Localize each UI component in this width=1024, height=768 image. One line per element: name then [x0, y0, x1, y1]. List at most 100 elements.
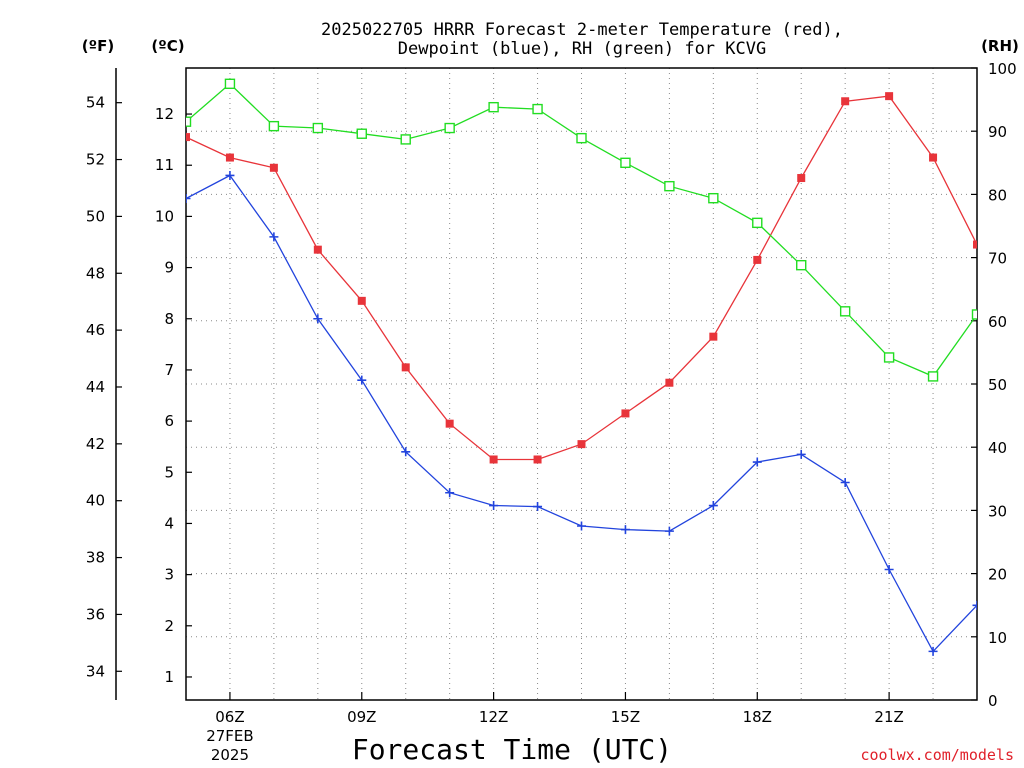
rh-point — [444, 122, 455, 134]
temperature-point — [841, 97, 850, 106]
dewpoint-point — [313, 314, 323, 324]
dewpoint-point — [840, 478, 850, 488]
rh-point — [620, 157, 631, 169]
rh-point — [576, 132, 587, 144]
dewpoint-point — [533, 502, 543, 512]
dewpoint-point — [401, 447, 411, 457]
x-tick-label: 09Z — [347, 708, 376, 726]
rh-series-line — [186, 82, 977, 378]
dewpoint-point — [884, 565, 894, 575]
temperature-point — [269, 163, 278, 172]
x-tick-label: 06Z — [215, 708, 244, 726]
dewpoint-point — [489, 501, 499, 511]
temperature-point — [225, 153, 234, 162]
dewpoint-point — [664, 526, 674, 536]
rh-point — [839, 306, 851, 317]
temperature-point — [709, 332, 718, 341]
temperature-point — [665, 378, 674, 387]
x-tick-date-label: 27FEB — [206, 727, 253, 745]
celsius-tick-label: 4 — [164, 514, 174, 532]
series-layer — [186, 78, 977, 656]
fahrenheit-tick-label: 40 — [86, 492, 105, 510]
dewpoint-point — [972, 600, 977, 610]
rh-point — [708, 192, 719, 204]
dewpoint-point — [577, 521, 586, 531]
dewpoint-point — [928, 646, 938, 656]
temperature-point — [797, 174, 806, 183]
rh-tick-label: 90 — [988, 123, 1007, 141]
rh-tick-label: 70 — [988, 250, 1007, 268]
dewpoint-point — [357, 375, 367, 385]
rh-tick-label: 30 — [988, 502, 1007, 520]
rh-point — [268, 120, 280, 132]
celsius-tick-label: 2 — [164, 617, 174, 635]
dewpoint-point — [445, 488, 455, 498]
rh-unit-label: (RH) — [981, 37, 1019, 55]
chart-title-line2: Dewpoint (blue), RH (green) for KCVG — [398, 39, 766, 59]
dewpoint-point — [796, 449, 806, 459]
temperature-point — [577, 440, 586, 449]
credit-text: coolwx.com/models — [860, 746, 1014, 764]
dewpoint-point — [225, 170, 235, 180]
rh-point — [312, 122, 324, 134]
fahrenheit-unit-label: (ºF) — [82, 37, 114, 55]
dewpoint-point — [186, 193, 191, 203]
celsius-unit-label: (ºC) — [151, 37, 184, 55]
fahrenheit-tick-label: 38 — [86, 549, 105, 567]
rh-point — [224, 78, 236, 90]
dewpoint-point — [620, 525, 630, 535]
celsius-tick-label: 5 — [164, 463, 174, 481]
temperature-point — [621, 409, 630, 418]
temperature-point — [313, 245, 322, 254]
x-tick-label: 12Z — [479, 708, 508, 726]
fahrenheit-tick-label: 44 — [86, 378, 105, 396]
temperature-point — [445, 419, 454, 428]
fahrenheit-tick-label: 52 — [86, 151, 105, 169]
celsius-tick-label: 7 — [164, 361, 174, 379]
rh-tick-label: 0 — [988, 692, 998, 710]
temperature-point — [186, 133, 190, 142]
rh-tick-label: 100 — [988, 60, 1017, 78]
temperature-series-line — [186, 95, 977, 461]
rh-point — [186, 116, 192, 127]
rh-point — [883, 352, 895, 363]
rh-tick-label: 80 — [988, 186, 1007, 204]
rh-tick-label: 40 — [988, 439, 1007, 457]
temperature-point — [357, 296, 366, 305]
temperature-point — [753, 255, 762, 264]
rh-tick-label: 60 — [988, 313, 1007, 331]
dewpoint-point — [708, 501, 718, 511]
x-tick-label: 21Z — [874, 708, 903, 726]
dewpoint-point — [269, 232, 279, 242]
celsius-tick-label: 8 — [164, 310, 174, 328]
chart-title-line1: 2025022705 HRRR Forecast 2-meter Tempera… — [321, 20, 843, 40]
grid-layer — [186, 68, 977, 700]
celsius-tick-label: 11 — [155, 156, 174, 174]
temperature-point — [973, 240, 977, 249]
temperature-point — [885, 92, 894, 101]
fahrenheit-tick-label: 34 — [86, 662, 105, 680]
x-axis-title: Forecast Time (UTC) — [352, 733, 672, 766]
rh-tick-label: 50 — [988, 376, 1007, 394]
fahrenheit-tick-label: 48 — [86, 264, 105, 282]
celsius-tick-label: 10 — [155, 207, 174, 225]
rh-point — [488, 101, 499, 113]
fahrenheit-tick-label: 46 — [86, 321, 105, 339]
celsius-tick-label: 1 — [164, 668, 174, 686]
temperature-point — [489, 455, 498, 464]
dewpoint-point — [752, 457, 762, 467]
tick-layer: 1234567891011123436384042444648505254010… — [86, 60, 1017, 764]
temperature-point — [533, 455, 542, 464]
rh-tick-label: 10 — [988, 629, 1007, 647]
rh-point — [400, 134, 411, 145]
rh-point — [356, 128, 367, 139]
temperature-point — [401, 363, 410, 372]
celsius-tick-label: 12 — [155, 105, 174, 123]
rh-point — [664, 180, 675, 192]
x-tick-label: 15Z — [611, 708, 640, 726]
rh-point — [971, 309, 977, 320]
fahrenheit-tick-label: 50 — [86, 207, 105, 225]
rh-point — [796, 259, 807, 271]
celsius-tick-label: 6 — [164, 412, 174, 430]
